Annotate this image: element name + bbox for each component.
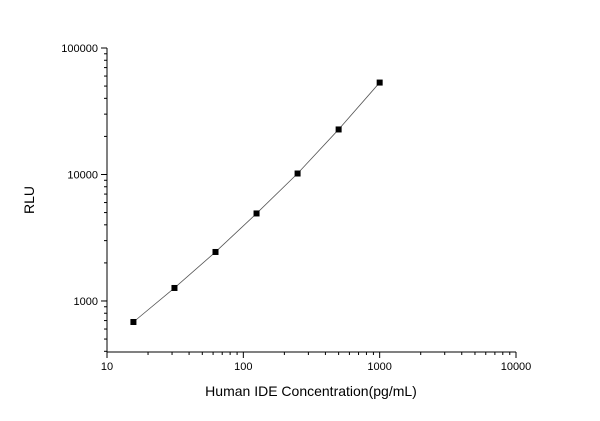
data-point	[376, 79, 383, 86]
x-axis-title: Human IDE Concentration(pg/mL)	[205, 383, 417, 399]
fit-line	[133, 82, 380, 323]
data-point	[294, 170, 301, 177]
data-point	[171, 284, 178, 291]
x-tick-label: 10	[101, 361, 113, 373]
data-point	[335, 126, 342, 133]
data-point	[253, 210, 260, 217]
y-tick-label: 10000	[67, 169, 98, 181]
y-tick-label: 1000	[74, 296, 98, 308]
x-tick-label: 100	[234, 361, 252, 373]
x-tick-label: 1000	[367, 361, 391, 373]
data-point	[212, 248, 219, 255]
y-axis-title: RLU	[21, 186, 37, 214]
data-point	[130, 318, 137, 325]
x-tick-label: 10000	[501, 361, 532, 373]
y-tick-label: 100000	[61, 43, 98, 55]
